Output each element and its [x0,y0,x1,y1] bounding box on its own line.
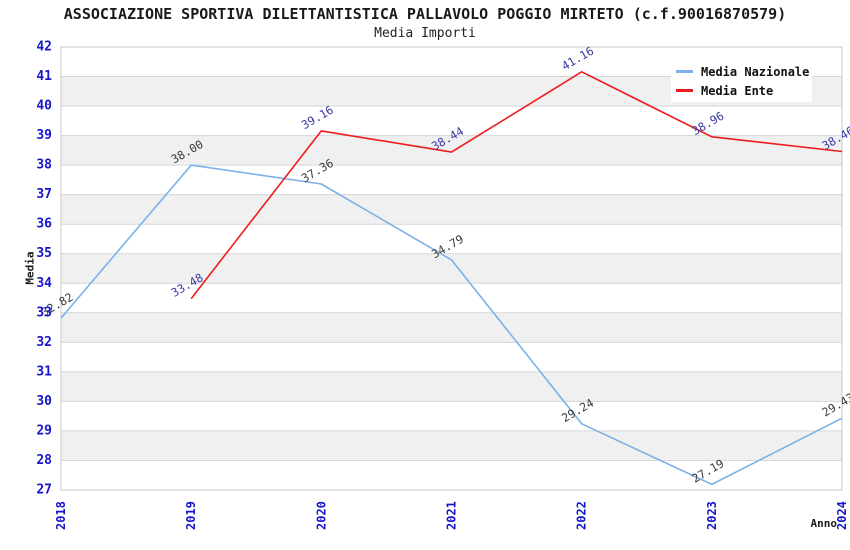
legend-label-ente: Media Ente [701,83,774,98]
y-tick-label: 33 [36,305,52,320]
plot-band [61,253,842,284]
legend: Media Nazionale Media Ente [671,58,812,102]
plot-band [61,430,842,461]
x-tick-label: 2019 [184,501,198,530]
y-tick-label: 27 [36,483,52,498]
y-tick-label: 30 [36,394,52,409]
value-label: 38.96 [689,109,726,138]
legend-swatch-ente-icon [676,89,693,92]
x-tick-label: 2024 [835,501,849,530]
x-tick-label: 2022 [575,501,589,530]
x-axis-label: Anno [811,517,838,530]
legend-label-nazionale: Media Nazionale [701,64,810,79]
legend-item-media-ente: Media Ente [676,81,812,100]
y-tick-label: 42 [36,40,52,55]
series-line [60,164,843,486]
x-tick-label: 2021 [445,501,459,530]
y-axis-label: Media [24,251,37,284]
y-tick-label: 35 [36,246,52,261]
value-label: 41.16 [559,44,596,73]
chart-subtitle: Media Importi [374,26,476,41]
y-tick-label: 31 [36,364,52,379]
y-tick-label: 38 [36,158,52,173]
plot-border [60,46,843,491]
legend-item-media-nazionale: Media Nazionale [676,62,812,81]
x-tick-label: 2023 [705,501,719,530]
y-tick-label: 41 [36,69,52,84]
y-tick-label: 39 [36,128,52,143]
plot-band [61,312,842,343]
y-tick-label: 37 [36,187,52,202]
plot-band [61,135,842,166]
value-label: 39.16 [299,103,336,132]
plot-band [61,194,842,225]
y-tick-label: 29 [36,423,52,438]
x-tick-label: 2020 [314,501,328,530]
chart-title: ASSOCIAZIONE SPORTIVA DILETTANTISTICA PA… [63,5,787,23]
y-tick-label: 36 [36,217,52,232]
legend-swatch-nazionale-icon [676,70,693,73]
y-tick-label: 28 [36,453,52,468]
y-tick-label: 34 [36,276,52,291]
series-line [190,71,843,300]
plot-band [61,371,842,402]
x-tick-label: 2018 [54,501,68,530]
y-tick-label: 40 [36,99,52,114]
y-tick-label: 32 [36,335,52,350]
